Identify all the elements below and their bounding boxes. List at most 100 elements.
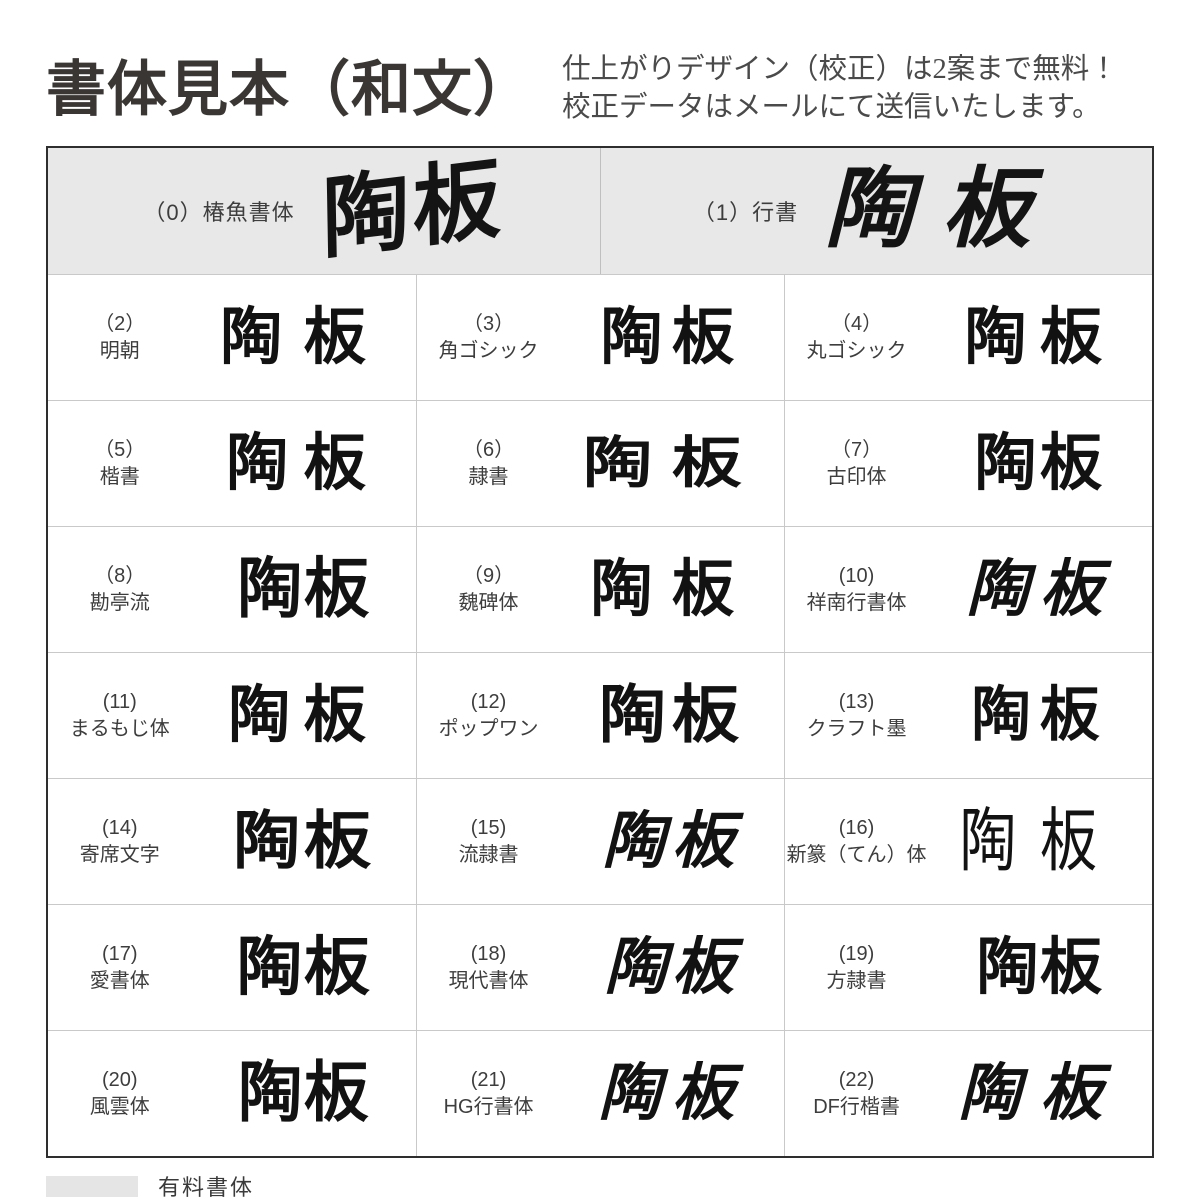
font-sample-cell: (14) 寄席文字 陶板 (48, 778, 416, 904)
font-label: （7） 古印体 (785, 437, 928, 491)
font-sample-cell: （4） 丸ゴシック 陶板 (784, 274, 1152, 400)
font-sample: 陶板 (602, 807, 743, 876)
font-sample: 陶板 (237, 1057, 371, 1130)
font-label: (18) 現代書体 (417, 941, 560, 995)
font-sample-cell: （8） 勘亭流 陶板 (48, 526, 416, 652)
font-number: (10) (838, 564, 875, 587)
font-label: (19) 方隷書 (785, 941, 928, 995)
font-sample-table: （0）椿魚書体 陶板 （1）行書 陶板 （2） 明朝 陶板 （3） 角ゴシック … (46, 146, 1154, 1158)
font-name: 明朝 (99, 339, 140, 362)
font-number: (21) (470, 1068, 507, 1091)
font-sample-cell: （7） 古印体 陶板 (784, 400, 1152, 526)
font-sample: 陶板 (598, 679, 746, 751)
font-name: 角ゴシック (438, 339, 539, 362)
font-name: 魏碑体 (458, 591, 519, 614)
header: 書体見本（和文） 仕上がりデザイン（校正）は2案まで無料！ 校正データはメールに… (46, 30, 1154, 138)
font-label: (10) 祥南行書体 (785, 563, 928, 617)
font-label: (14) 寄席文字 (48, 815, 192, 869)
font-sample-cell: (10) 祥南行書体 陶板 (784, 526, 1152, 652)
legend: 有料書体 (46, 1170, 1154, 1202)
font-number: (14) (101, 816, 138, 839)
font-name: 現代書体 (448, 969, 529, 992)
font-label: (21) HG行書体 (417, 1067, 560, 1121)
font-sample-cell: （6） 隷書 陶板 (416, 400, 784, 526)
font-sample-cell: (12) ポップワン 陶板 (416, 652, 784, 778)
font-number: (17) (101, 942, 138, 965)
font-sample-cell: (17) 愛書体 陶板 (48, 904, 416, 1030)
subtitle: 仕上がりデザイン（校正）は2案まで無料！ 校正データはメールにて送信いたします。 (562, 41, 1118, 126)
font-sample-cell: (21) HG行書体 陶板 (416, 1030, 784, 1156)
font-sample: 陶板 (236, 553, 371, 626)
font-sample: 陶板 (598, 1059, 747, 1128)
font-name: 丸ゴシック (806, 339, 907, 362)
font-sample: 陶板 (600, 302, 745, 372)
font-label: （6） 隷書 (417, 437, 560, 491)
font-number: （6） (463, 438, 515, 461)
font-number: （4） (831, 312, 883, 335)
font-name: 愛書体 (89, 969, 150, 992)
font-number: （9） (463, 564, 515, 587)
font-label: （8） 勘亭流 (48, 563, 192, 617)
font-label: （2） 明朝 (48, 311, 192, 365)
font-sample: 陶板 (225, 429, 382, 498)
font-sample-cell: （2） 明朝 陶板 (48, 274, 416, 400)
font-sample-cell: (20) 風雲体 陶板 (48, 1030, 416, 1156)
font-number: (22) (838, 1068, 875, 1091)
font-sample: 陶板 (320, 150, 505, 271)
font-number: （3） (463, 312, 515, 335)
font-name: 流隷書 (458, 843, 519, 866)
font-number: （2） (94, 312, 146, 335)
font-grid: （2） 明朝 陶板 （3） 角ゴシック 陶板 （4） 丸ゴシック 陶板 （5） … (48, 274, 1152, 1156)
font-name: DF行楷書 (813, 1095, 900, 1118)
font-sample-cell: (18) 現代書体 陶板 (416, 904, 784, 1030)
font-name: 方隷書 (826, 969, 887, 992)
font-number: （8） (94, 564, 146, 587)
font-name: 隷書 (468, 465, 509, 488)
font-name: 勘亭流 (89, 591, 150, 614)
font-label: （4） 丸ゴシック (785, 311, 928, 365)
font-label: （5） 楷書 (48, 437, 192, 491)
font-name: 新篆（てん）体 (786, 843, 927, 866)
font-sample-cell: (13) クラフト墨 陶板 (784, 652, 1152, 778)
font-sample: 陶板 (590, 555, 755, 624)
font-label: （0）椿魚書体 (143, 200, 295, 225)
font-name: 楷書 (99, 465, 140, 488)
font-sample-cell: (11) まるもじ体 陶板 (48, 652, 416, 778)
font-label: (12) ポップワン (417, 689, 560, 743)
font-label: （9） 魏碑体 (417, 563, 560, 617)
legend-label: 有料書体 (158, 1175, 255, 1200)
featured-row: （0）椿魚書体 陶板 （1）行書 陶板 (48, 148, 1152, 274)
font-number: (16) (838, 816, 875, 839)
font-label: （3） 角ゴシック (417, 311, 560, 365)
font-number: (13) (838, 690, 875, 713)
font-sample-cell: （9） 魏碑体 陶板 (416, 526, 784, 652)
font-sample: 陶板 (219, 303, 388, 372)
font-label: (17) 愛書体 (48, 941, 192, 995)
font-sample: 陶板 (964, 302, 1117, 372)
font-name: ポップワン (438, 717, 539, 740)
font-sample-cell: (15) 流隷書 陶板 (416, 778, 784, 904)
font-sample-cell: (19) 方隷書 陶板 (784, 904, 1152, 1030)
font-label: (15) 流隷書 (417, 815, 560, 869)
font-name: クラフト墨 (806, 717, 907, 740)
font-sample-cell: (22) DF行楷書 陶板 (784, 1030, 1152, 1156)
font-number: （5） (94, 438, 146, 461)
font-sample-cell: （3） 角ゴシック 陶板 (416, 274, 784, 400)
font-sample: 陶板 (604, 933, 741, 1002)
subtitle-line-2: 校正データはメールにて送信いたします。 (562, 92, 1101, 123)
font-name: まるもじ体 (69, 717, 170, 740)
font-name: 古印体 (826, 465, 887, 488)
font-label: (16) 新篆（てん）体 (785, 815, 928, 869)
font-label: (13) クラフト墨 (785, 689, 928, 743)
font-name: 寄席文字 (79, 843, 160, 866)
font-label: (11) まるもじ体 (48, 689, 192, 743)
font-sample: 陶板 (235, 932, 372, 1003)
font-sample: 陶板 (976, 932, 1105, 1002)
paid-font-swatch (46, 1175, 138, 1197)
font-sample: 陶板 (959, 802, 1122, 880)
font-label: （1）行書 (692, 200, 799, 225)
font-name: HG行書体 (443, 1095, 534, 1118)
font-label: (22) DF行楷書 (785, 1067, 928, 1121)
font-number: （7） (831, 438, 883, 461)
font-number: (15) (470, 816, 507, 839)
